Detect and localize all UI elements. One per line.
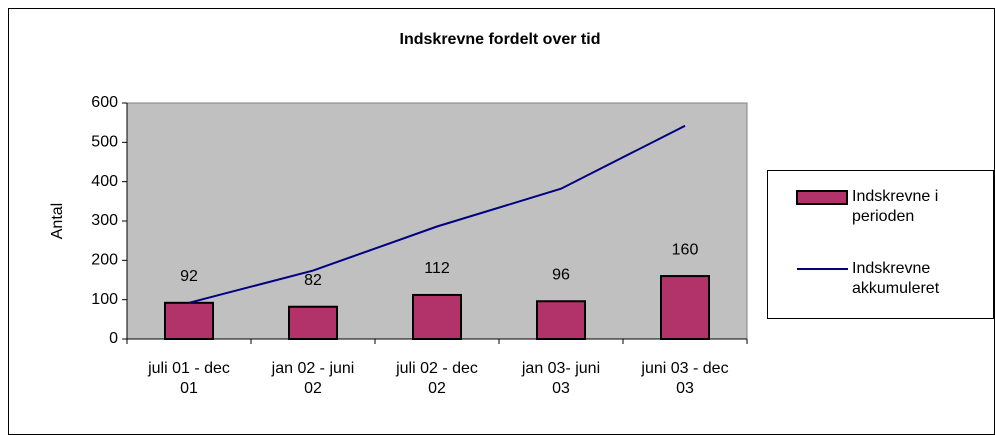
- x-tick-label: jan 02 - juni 02: [271, 360, 355, 397]
- data-label: 82: [304, 272, 322, 289]
- line: [188, 124, 686, 304]
- y-axis-title: Antal: [49, 203, 66, 239]
- x-tick-label-line: jan 02 - juni: [271, 360, 355, 377]
- x-tick-label: jan 03- juni 03: [521, 360, 600, 397]
- data-label: 160: [672, 241, 699, 258]
- y-tick-label: 500: [91, 134, 118, 151]
- legend-label: Indskrevne i perioden: [852, 188, 938, 225]
- x-tick-label: juni 03 - dec 03: [640, 360, 728, 397]
- y-tick-label: 100: [91, 291, 118, 308]
- legend-label-line: perioden: [852, 208, 914, 225]
- x-tick-label-line: 02: [304, 380, 322, 397]
- x-tick-label-line: 03: [552, 380, 570, 397]
- x-tick-label-line: jan 03- juni: [521, 360, 600, 377]
- legend-label-line: akkumuleret: [852, 280, 940, 297]
- x-tick-label: juli 01 - dec 01: [147, 360, 230, 397]
- bar: [660, 275, 710, 341]
- chart-title: Indskrevne fordelt over tid: [400, 31, 601, 48]
- bar: [164, 301, 214, 340]
- x-tick-label-line: juli 02 - dec: [395, 360, 478, 377]
- data-label: 112: [424, 260, 450, 277]
- y-tick-label: 400: [91, 173, 118, 190]
- data-label: 92: [180, 268, 198, 285]
- y-tick-label: 0: [109, 330, 118, 347]
- bar: [412, 293, 462, 340]
- data-label: 96: [552, 266, 570, 283]
- legend-label: Indskrevne akkumuleret: [852, 260, 940, 297]
- bar: [536, 300, 586, 340]
- x-tick-label-line: 01: [180, 380, 198, 397]
- y-tick-label: 200: [91, 252, 118, 269]
- x-tick-label-line: 03: [676, 380, 694, 397]
- bar: [288, 305, 338, 341]
- x-tick-label-line: juni 03 - dec: [640, 360, 728, 377]
- legend-label-line: Indskrevne: [852, 260, 930, 277]
- legend-swatch: [796, 190, 848, 205]
- legend-box: [767, 170, 994, 319]
- y-tick-label: 300: [91, 212, 118, 229]
- y-tick-label: 600: [91, 94, 118, 111]
- x-tick-label: juli 02 - dec 02: [395, 360, 478, 397]
- x-tick-label-line: 02: [428, 380, 446, 397]
- legend-label-line: Indskrevne i: [852, 188, 938, 205]
- x-tick-label-line: juli 01 - dec: [147, 360, 230, 377]
